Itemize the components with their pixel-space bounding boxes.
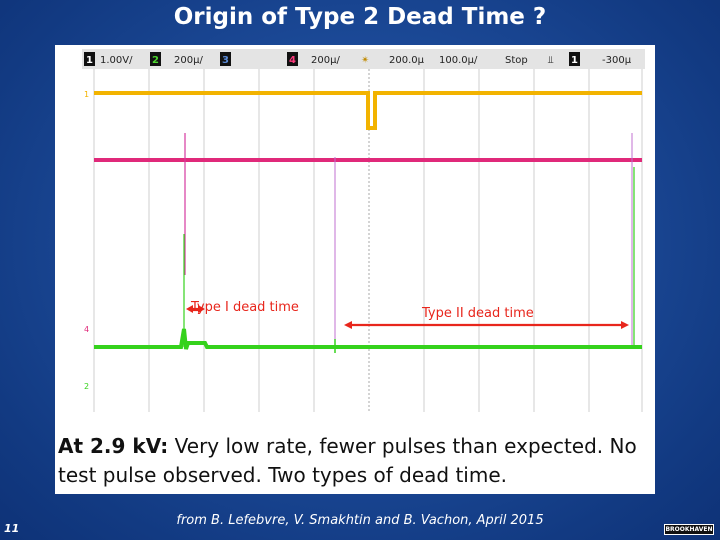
ch1-marker: 1: [84, 90, 89, 99]
time-delay: 200.0µ: [389, 55, 425, 66]
trigger-edge-icon: ⫫: [548, 55, 554, 66]
ch4-scale: 200μ/: [311, 55, 340, 66]
type1-double-arrow: [186, 305, 205, 313]
ch1-trace: [94, 91, 642, 130]
ch3-label: 3: [222, 55, 229, 66]
lab-logo-text: BROOKHAVEN: [665, 525, 713, 534]
caption-voltage: At 2.9 kV:: [58, 434, 169, 458]
slide-caption: At 2.9 kV: Very low rate, fewer pulses t…: [58, 432, 648, 490]
trigger-channel-badge: [569, 52, 580, 66]
scope-grid: [93, 69, 643, 412]
ch4-marker: 4: [84, 325, 89, 334]
ch2-trace: [94, 328, 642, 350]
ch1-label: 1: [86, 55, 93, 66]
lab-logo: BROOKHAVEN: [664, 524, 714, 535]
ch1-scale: 1.00V/: [100, 55, 133, 66]
oscilloscope-screenshot: 1 1.00V/ 2 200μ/ 3 4 200μ/ ✴ 200.0µ 100.…: [82, 49, 645, 412]
trigger-level: -300μ: [602, 55, 632, 66]
caption-text: Very low rate, fewer pulses than expecte…: [58, 434, 637, 487]
ch2-label: 2: [152, 55, 159, 66]
time-scale: 100.0µ/: [439, 55, 478, 66]
type1-dead-time-label: Type I dead time: [190, 300, 299, 315]
ch2-badge: [150, 52, 161, 66]
source-credit: from B. Lefebvre, V. Smakhtin and B. Vac…: [176, 513, 544, 528]
scope-display: [82, 69, 645, 412]
run-status: Stop: [505, 55, 528, 66]
slide-number: 11: [4, 522, 20, 535]
type2-dead-time-label: Type II dead time: [421, 306, 534, 321]
type2-double-arrow: [344, 321, 629, 329]
ch1-badge: [84, 52, 95, 66]
slide-title: Origin of Type 2 Dead Time ?: [173, 4, 547, 30]
ch2-scale: 200μ/: [174, 55, 203, 66]
trigger-channel: 1: [571, 55, 578, 66]
ch2-marker: 2: [84, 382, 89, 391]
trigger-position-icon: ✴: [361, 55, 369, 66]
ch3-badge: [220, 52, 231, 66]
ch4-badge: [287, 52, 298, 66]
ch4-label: 4: [289, 55, 296, 66]
